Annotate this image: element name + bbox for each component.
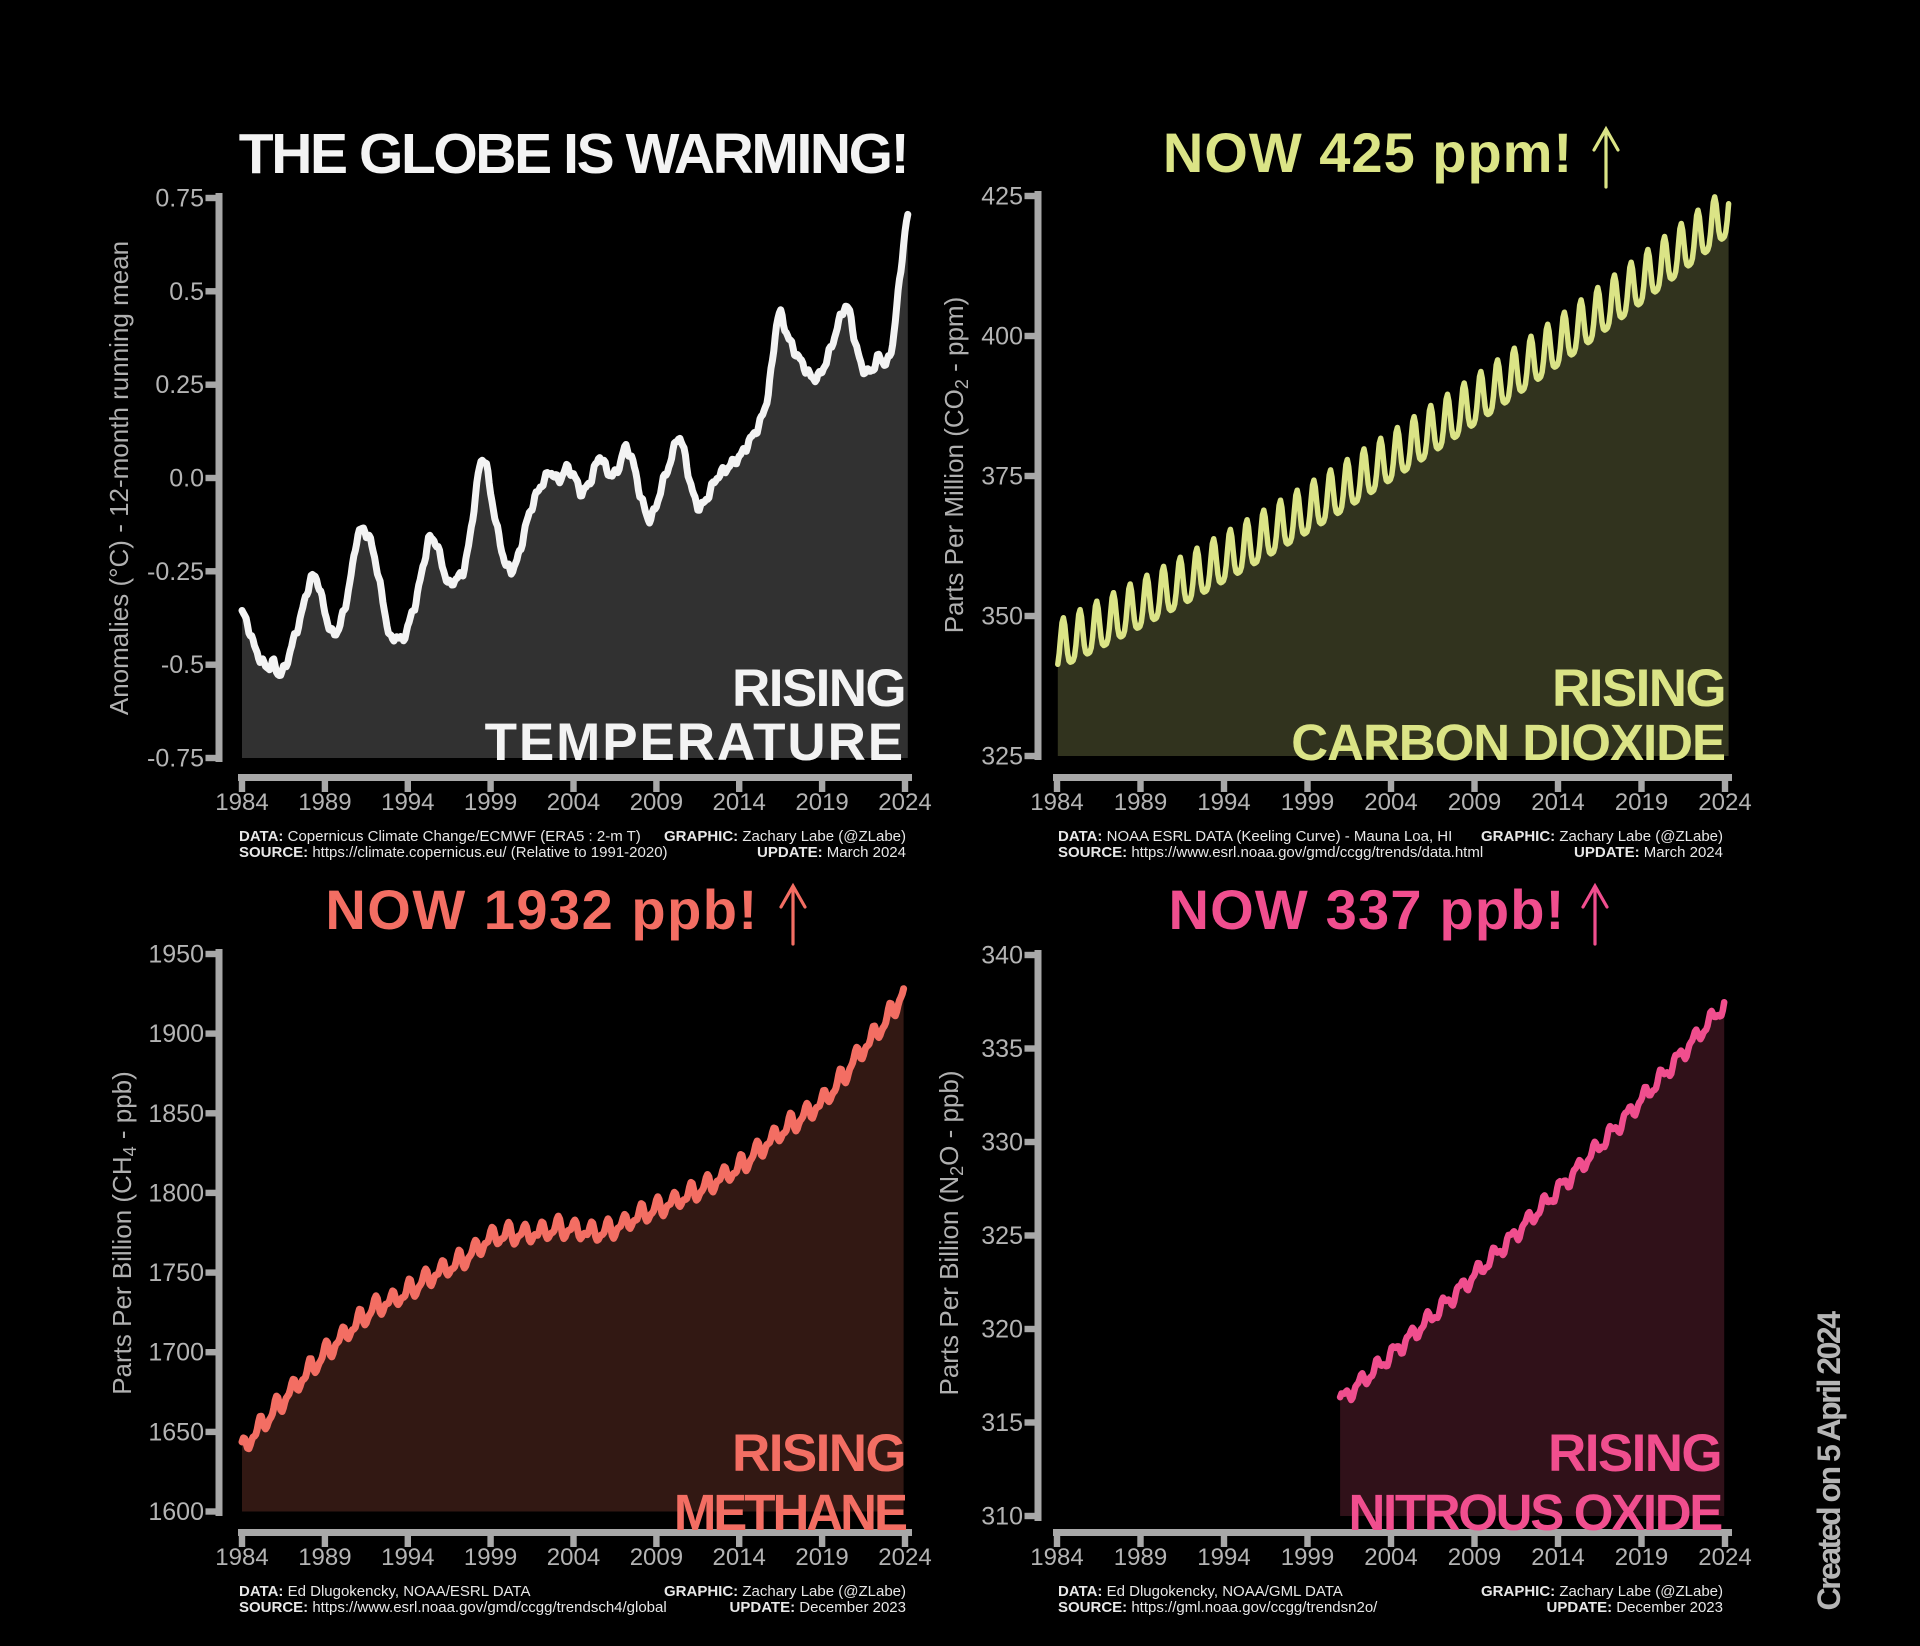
svg-text:1994: 1994 xyxy=(1197,1544,1250,1571)
svg-text:UPDATE: December 2023: UPDATE: December 2023 xyxy=(730,1599,906,1616)
svg-text:2009: 2009 xyxy=(1448,789,1501,816)
svg-text:-0.75: -0.75 xyxy=(147,745,204,773)
svg-text:2009: 2009 xyxy=(630,789,683,816)
svg-text:0.75: 0.75 xyxy=(155,185,204,213)
svg-text:1994: 1994 xyxy=(381,1544,434,1571)
svg-text:-0.25: -0.25 xyxy=(147,558,204,586)
svg-text:RISING: RISING xyxy=(732,1424,905,1483)
svg-text:1989: 1989 xyxy=(298,789,351,816)
svg-text:1984: 1984 xyxy=(215,789,268,816)
svg-text:320: 320 xyxy=(981,1316,1023,1344)
svg-text:UPDATE: March 2024: UPDATE: March 2024 xyxy=(1574,844,1723,861)
svg-text:NOW 337 ppb!: NOW 337 ppb! xyxy=(1168,878,1565,941)
svg-text:GRAPHIC: Zachary Labe (@ZLabe): GRAPHIC: Zachary Labe (@ZLabe) xyxy=(664,828,906,845)
svg-text:1999: 1999 xyxy=(1281,1544,1334,1571)
svg-text:Parts Per Million (CO2 - ppm): Parts Per Million (CO2 - ppm) xyxy=(939,297,972,634)
svg-text:425: 425 xyxy=(981,183,1023,211)
svg-text:335: 335 xyxy=(981,1035,1023,1063)
svg-text:1989: 1989 xyxy=(1114,789,1167,816)
svg-text:1750: 1750 xyxy=(148,1259,204,1287)
svg-text:2019: 2019 xyxy=(1615,789,1668,816)
svg-text:2004: 2004 xyxy=(1364,1544,1417,1571)
svg-text:2024: 2024 xyxy=(878,1544,931,1571)
svg-text:350: 350 xyxy=(981,603,1023,631)
svg-text:RISING: RISING xyxy=(1548,1424,1721,1483)
svg-text:METHANE: METHANE xyxy=(674,1484,907,1541)
svg-text:NOW 425 ppm!: NOW 425 ppm! xyxy=(1163,121,1573,184)
svg-text:2019: 2019 xyxy=(795,1544,848,1571)
svg-text:Anomalies (°C) - 12-month runn: Anomalies (°C) - 12-month running mean xyxy=(104,241,134,715)
svg-text:1999: 1999 xyxy=(1281,789,1334,816)
svg-text:2019: 2019 xyxy=(1615,1544,1668,1571)
svg-text:Created on 5 April 2024: Created on 5 April 2024 xyxy=(1811,1311,1847,1611)
svg-text:SOURCE: https://www.esrl.noaa.: SOURCE: https://www.esrl.noaa.gov/gmd/cc… xyxy=(1058,844,1483,861)
svg-text:1800: 1800 xyxy=(148,1179,204,1207)
svg-text:0.5: 0.5 xyxy=(169,278,204,306)
svg-text:2014: 2014 xyxy=(713,789,766,816)
svg-text:2014: 2014 xyxy=(713,1544,766,1571)
svg-text:330: 330 xyxy=(981,1129,1023,1157)
svg-text:1950: 1950 xyxy=(148,941,204,969)
svg-text:THE GLOBE IS WARMING!: THE GLOBE IS WARMING! xyxy=(239,122,907,186)
svg-text:1650: 1650 xyxy=(148,1418,204,1446)
svg-text:-0.5: -0.5 xyxy=(161,651,204,679)
svg-text:1994: 1994 xyxy=(381,789,434,816)
svg-text:1700: 1700 xyxy=(148,1339,204,1367)
svg-text:2009: 2009 xyxy=(630,1544,683,1571)
svg-text:2009: 2009 xyxy=(1448,1544,1501,1571)
svg-text:325: 325 xyxy=(981,743,1023,771)
svg-text:2004: 2004 xyxy=(547,789,600,816)
svg-text:2014: 2014 xyxy=(1531,789,1584,816)
svg-text:315: 315 xyxy=(981,1409,1023,1437)
svg-text:SOURCE: https://climate.copern: SOURCE: https://climate.copernicus.eu/ (… xyxy=(239,844,668,861)
svg-text:GRAPHIC: Zachary Labe (@ZLabe): GRAPHIC: Zachary Labe (@ZLabe) xyxy=(1481,1583,1723,1600)
svg-text:DATA: Ed Dlugokencky, NOAA/GML: DATA: Ed Dlugokencky, NOAA/GML DATA xyxy=(1058,1583,1343,1600)
svg-text:0.0: 0.0 xyxy=(169,465,204,493)
svg-text:DATA: Copernicus Climate Chang: DATA: Copernicus Climate Change/ECMWF (E… xyxy=(239,828,641,845)
svg-text:325: 325 xyxy=(981,1222,1023,1250)
svg-text:UPDATE: March 2024: UPDATE: March 2024 xyxy=(757,844,906,861)
svg-text:RISING: RISING xyxy=(732,659,905,718)
svg-text:DATA: NOAA ESRL DATA (Keeling: DATA: NOAA ESRL DATA (Keeling Curve) - M… xyxy=(1058,828,1452,845)
svg-text:2004: 2004 xyxy=(547,1544,600,1571)
svg-text:CARBON DIOXIDE: CARBON DIOXIDE xyxy=(1291,714,1725,771)
svg-text:1900: 1900 xyxy=(148,1020,204,1048)
svg-text:1984: 1984 xyxy=(215,1544,268,1571)
svg-text:SOURCE: https://gml.noaa.gov/c: SOURCE: https://gml.noaa.gov/ccgg/trends… xyxy=(1058,1599,1378,1616)
svg-text:2004: 2004 xyxy=(1364,789,1417,816)
svg-text:DATA: Ed Dlugokencky, NOAA/ESR: DATA: Ed Dlugokencky, NOAA/ESRL DATA xyxy=(239,1583,530,1600)
svg-text:1999: 1999 xyxy=(464,1544,517,1571)
svg-text:1984: 1984 xyxy=(1030,1544,1083,1571)
svg-text:340: 340 xyxy=(981,942,1023,970)
svg-text:2019: 2019 xyxy=(795,789,848,816)
svg-text:UPDATE: December 2023: UPDATE: December 2023 xyxy=(1547,1599,1723,1616)
svg-text:400: 400 xyxy=(981,323,1023,351)
svg-text:1984: 1984 xyxy=(1030,789,1083,816)
svg-text:GRAPHIC: Zachary Labe (@ZLabe): GRAPHIC: Zachary Labe (@ZLabe) xyxy=(1481,828,1723,845)
svg-text:Parts Per Billion (N2O - ppb): Parts Per Billion (N2O - ppb) xyxy=(934,1070,967,1395)
svg-text:310: 310 xyxy=(981,1503,1023,1531)
svg-text:GRAPHIC: Zachary Labe (@ZLabe): GRAPHIC: Zachary Labe (@ZLabe) xyxy=(664,1583,906,1600)
svg-text:1989: 1989 xyxy=(298,1544,351,1571)
svg-text:1994: 1994 xyxy=(1197,789,1250,816)
svg-text:RISING: RISING xyxy=(1552,659,1725,718)
svg-text:375: 375 xyxy=(981,463,1023,491)
svg-text:NITROUS OXIDE: NITROUS OXIDE xyxy=(1349,1484,1723,1541)
svg-text:TEMPERATURE: TEMPERATURE xyxy=(485,713,905,772)
svg-text:1600: 1600 xyxy=(148,1498,204,1526)
svg-text:SOURCE: https://www.esrl.noaa.: SOURCE: https://www.esrl.noaa.gov/gmd/cc… xyxy=(239,1599,667,1616)
svg-text:NOW 1932 ppb!: NOW 1932 ppb! xyxy=(325,878,758,941)
svg-text:1989: 1989 xyxy=(1114,1544,1167,1571)
svg-text:Parts Per Billion (CH4 - ppb): Parts Per Billion (CH4 - ppb) xyxy=(107,1071,140,1395)
svg-text:0.25: 0.25 xyxy=(155,371,204,399)
svg-text:2024: 2024 xyxy=(1698,789,1751,816)
svg-text:1999: 1999 xyxy=(464,789,517,816)
svg-text:2024: 2024 xyxy=(878,789,931,816)
svg-text:2024: 2024 xyxy=(1698,1544,1751,1571)
svg-text:1850: 1850 xyxy=(148,1100,204,1128)
svg-text:2014: 2014 xyxy=(1531,1544,1584,1571)
